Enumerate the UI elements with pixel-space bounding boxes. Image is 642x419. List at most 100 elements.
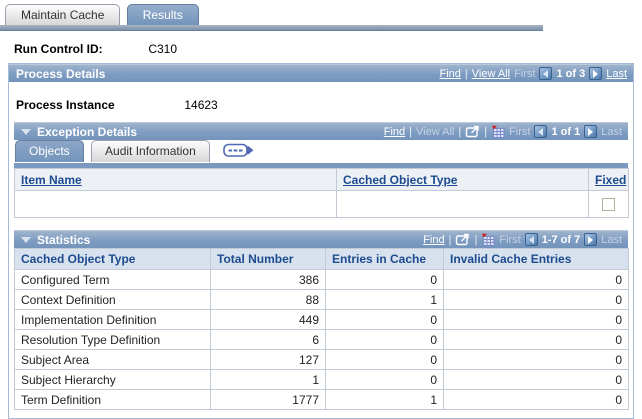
exception-details-title: Exception Details (37, 124, 138, 139)
column-item-name[interactable]: Item Name (21, 172, 82, 187)
run-control-label: Run Control ID: (14, 42, 103, 56)
prev-arrow-button[interactable] (524, 233, 538, 246)
cell-value: 0 (443, 369, 629, 390)
subtab-strip (14, 163, 628, 168)
cell-item-name (14, 190, 337, 218)
download-to-excel-icon[interactable] (481, 233, 495, 246)
tab-maintain-cache[interactable]: Maintain Cache (5, 4, 121, 25)
next-arrow-button[interactable] (584, 125, 598, 138)
statistics-header: Statistics Find | | (14, 230, 628, 248)
table-row (14, 190, 629, 218)
run-control-value: C310 (148, 42, 178, 56)
table-row: Configured Term 386 0 0 (14, 269, 629, 290)
column-entries-in-cache: Entries in Cache (325, 248, 444, 270)
column-cached-object-type: Cached Object Type (14, 248, 211, 270)
collapse-triangle-icon[interactable] (21, 236, 31, 243)
cell-value: 0 (443, 269, 629, 290)
table-row: Resolution Type Definition 6 0 0 (14, 329, 629, 350)
popup-window-icon[interactable] (455, 233, 470, 246)
cell-value: 1 (210, 369, 326, 390)
process-instance-label: Process Instance (16, 98, 115, 112)
prev-arrow-button[interactable] (539, 67, 553, 80)
cell-object-type: Resolution Type Definition (14, 329, 211, 350)
cell-object-type: Subject Hierarchy (14, 369, 211, 390)
first-label: First (514, 67, 536, 80)
cell-value: 386 (210, 269, 326, 290)
next-arrow-icon (588, 127, 594, 136)
fixed-checkbox[interactable] (602, 198, 615, 212)
find-link[interactable]: Find (423, 233, 445, 246)
subtab-audit-information[interactable]: Audit Information (91, 140, 210, 162)
first-label: First (499, 233, 521, 246)
cell-value: 0 (325, 369, 444, 390)
table-row: Subject Hierarchy 1 0 0 (14, 369, 629, 390)
find-link[interactable]: Find (439, 67, 461, 80)
cell-value: 88 (210, 289, 326, 310)
exception-details-header: Exception Details Find | View All | | (14, 122, 628, 140)
cell-object-type: Implementation Definition (14, 309, 211, 330)
view-all-label: View All (416, 125, 455, 138)
cell-value: 6 (210, 329, 326, 350)
process-details-nav: Find | View All First 1 of 3 Last (439, 67, 627, 80)
cell-value: 0 (325, 269, 444, 290)
next-arrow-icon (588, 235, 594, 244)
cell-value: 0 (443, 349, 629, 370)
prev-arrow-button[interactable] (534, 125, 548, 138)
statistics-table: Cached Object Type Total Number Entries … (14, 248, 629, 410)
exception-details-section: Exception Details Find | View All | | (14, 122, 629, 218)
table-row: Context Definition 88 1 0 (14, 289, 629, 310)
column-total-number: Total Number (210, 248, 326, 270)
process-instance-value: 14623 (184, 98, 218, 112)
page-tabs: Maintain Cache Results (0, 0, 642, 25)
cell-value: 1777 (210, 389, 326, 410)
column-cached-object-type[interactable]: Cached Object Type (343, 172, 458, 187)
page-counter: 1-7 of 7 (541, 233, 581, 246)
last-label: Last (601, 233, 622, 246)
statistics-title: Statistics (37, 232, 91, 247)
cell-value: 127 (210, 349, 326, 370)
cell-value: 0 (325, 309, 444, 330)
cell-object-type: Term Definition (14, 389, 211, 410)
show-all-columns-icon[interactable] (223, 143, 256, 162)
cell-value: 449 (210, 309, 326, 330)
run-control-row: Run Control ID: C310 (14, 42, 642, 57)
exception-subtabs: Objects Audit Information (14, 140, 628, 163)
popup-window-icon[interactable] (465, 125, 480, 138)
statistics-table-body: Configured Term 386 0 0 Context Definition 88… (14, 269, 629, 410)
column-fixed[interactable]: Fixed (595, 172, 627, 187)
last-label: Last (601, 125, 622, 138)
cell-object-type: Subject Area (14, 349, 211, 370)
cell-value: 1 (325, 389, 444, 410)
exception-details-nav: Find | View All | | (383, 125, 622, 138)
cell-value: 0 (443, 289, 629, 310)
cell-object-type: Configured Term (14, 269, 211, 290)
column-invalid-cache-entries: Invalid Cache Entries (443, 248, 629, 270)
objects-header-row: Item Name Cached Object Type Fixed (14, 168, 629, 191)
page-counter: 1 of 1 (551, 125, 581, 138)
cell-value: 0 (325, 349, 444, 370)
objects-table: Item Name Cached Object Type Fixed (14, 168, 629, 218)
last-link[interactable]: Last (606, 67, 627, 80)
prev-arrow-icon (543, 69, 549, 78)
next-arrow-button[interactable] (589, 67, 603, 80)
subtab-objects[interactable]: Objects (15, 140, 84, 162)
cell-value: 0 (443, 309, 629, 330)
prev-arrow-icon (528, 235, 534, 244)
cell-cached-object-type (336, 190, 589, 218)
view-all-link[interactable]: View All (471, 67, 511, 80)
find-link[interactable]: Find (383, 125, 406, 138)
tab-results[interactable]: Results (126, 4, 199, 25)
cell-value: 0 (443, 389, 629, 410)
statistics-section: Statistics Find | | (14, 230, 629, 410)
table-row: Subject Area 127 0 0 (14, 349, 629, 370)
collapse-triangle-icon[interactable] (21, 128, 31, 135)
prev-arrow-icon (538, 127, 544, 136)
download-to-excel-icon[interactable] (491, 125, 505, 138)
tab-bar (0, 25, 543, 31)
process-instance-row: Process Instance 14623 (16, 98, 628, 113)
next-arrow-button[interactable] (584, 233, 598, 246)
process-details-header: Process Details Find | View All First 1 … (9, 64, 633, 82)
next-arrow-icon (593, 69, 599, 78)
cell-value: 0 (325, 329, 444, 350)
statistics-nav: Find | | (423, 233, 622, 246)
